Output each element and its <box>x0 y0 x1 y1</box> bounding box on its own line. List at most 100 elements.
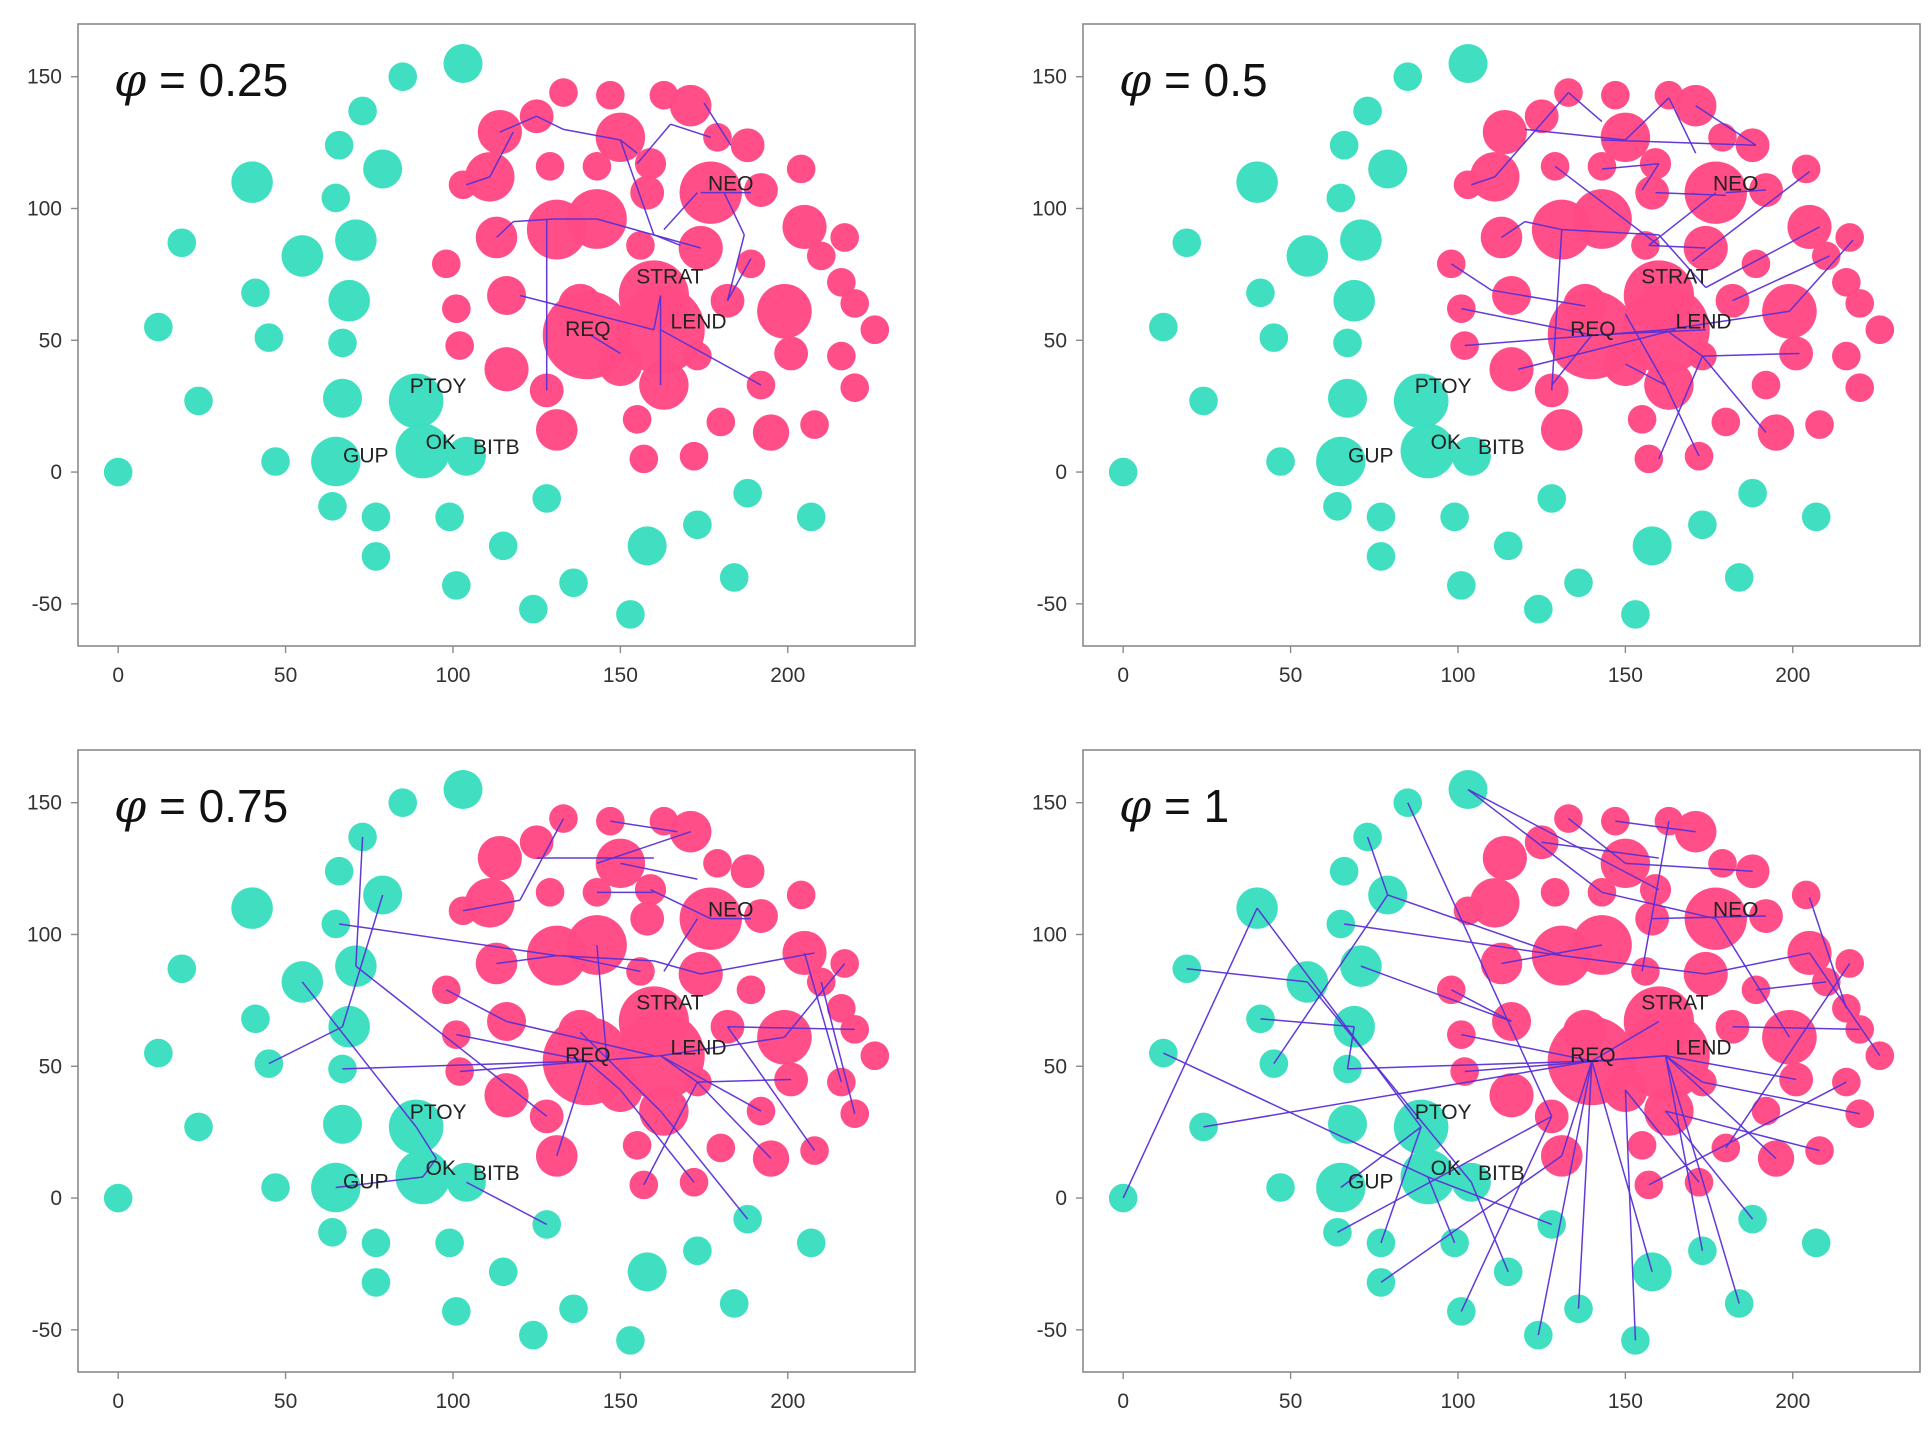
green-node <box>1327 1104 1367 1144</box>
x-tick-label: 0 <box>112 1390 124 1413</box>
x-tick-label: 100 <box>1440 664 1475 687</box>
green-node <box>241 1004 270 1034</box>
pink-node <box>860 315 890 345</box>
green-node <box>322 378 362 418</box>
x-tick-label: 0 <box>112 664 124 687</box>
edge <box>1344 923 1562 957</box>
x-tick-label: 50 <box>1279 1390 1302 1413</box>
y-tick-label: 50 <box>39 1055 62 1078</box>
green-node <box>361 1228 391 1258</box>
edge <box>1407 802 1553 1117</box>
phi-symbol: φ <box>1119 53 1152 107</box>
pink-node <box>1805 410 1834 439</box>
edge <box>1567 817 1626 864</box>
edge <box>1340 1126 1422 1189</box>
edge <box>342 1060 587 1070</box>
green-node <box>144 312 173 342</box>
pink-node <box>1627 405 1657 434</box>
phi-value: = 1 <box>1151 780 1229 832</box>
green-node <box>361 1268 391 1297</box>
pink-node <box>1708 123 1737 152</box>
edge <box>1788 239 1854 312</box>
node-label-neo: NEO <box>1713 173 1759 196</box>
edge <box>1648 244 1706 249</box>
green-node <box>335 219 377 261</box>
edge <box>579 1031 662 1112</box>
pink-node <box>1480 942 1523 985</box>
edge <box>610 820 678 833</box>
green-node <box>627 526 667 566</box>
edge <box>556 954 654 962</box>
green-node <box>395 1149 451 1205</box>
y-tick-label: 100 <box>1032 197 1067 220</box>
edge <box>519 818 565 901</box>
edge <box>1641 821 1670 972</box>
green-node <box>348 822 377 852</box>
green-node <box>1316 436 1366 487</box>
edge <box>1691 170 1810 262</box>
panel-phi-0.5: 0 50 100 150 200 150 100 50 0 -50 PTOY GUP OK BITB NEO… <box>1005 0 1930 716</box>
edge <box>1624 1089 1637 1341</box>
edge <box>723 192 745 236</box>
edge <box>1664 1055 1704 1251</box>
green-node <box>1801 502 1831 532</box>
panel-label: φ = 1 <box>1119 779 1229 833</box>
pink-node <box>730 128 765 163</box>
edge <box>660 1055 698 1083</box>
green-node <box>348 96 377 126</box>
edge <box>619 139 655 236</box>
green-node <box>1724 1289 1754 1318</box>
green-node <box>1108 457 1138 487</box>
green-node <box>796 1228 826 1258</box>
edge <box>1725 963 1851 1149</box>
node-label-strat: STRAT <box>1641 265 1708 288</box>
node-label-ok: OK <box>426 1157 456 1180</box>
edge <box>415 1126 437 1159</box>
edge <box>1464 328 1666 347</box>
pink-node <box>840 289 870 318</box>
green-node <box>532 484 562 513</box>
green-node <box>321 909 351 939</box>
pink-node <box>519 825 554 860</box>
pink-node <box>1631 957 1660 986</box>
green-node <box>231 887 273 929</box>
green-node <box>1447 571 1476 600</box>
green-node <box>241 278 270 308</box>
node-label-req: REQ <box>1570 318 1616 341</box>
y-tick-label: -50 <box>1037 593 1067 616</box>
edges-group <box>466 102 762 391</box>
pink-node <box>639 1086 689 1136</box>
edge <box>820 981 856 1114</box>
green-node <box>1353 96 1382 126</box>
pink-node <box>1603 1067 1648 1113</box>
edge <box>1163 1052 1429 1178</box>
pink-node <box>1845 1099 1875 1129</box>
pink-node <box>860 1041 890 1071</box>
green-node <box>443 770 483 810</box>
pink-node <box>1540 878 1570 907</box>
pink-node <box>744 899 778 933</box>
green-node <box>519 1320 548 1350</box>
panel-label: φ = 0.25 <box>114 53 288 107</box>
pink-node <box>1482 109 1527 155</box>
y-tick-label: 50 <box>39 329 62 352</box>
edge <box>1624 313 1667 386</box>
edge <box>1641 163 1660 191</box>
green-node <box>1236 161 1278 203</box>
edge <box>726 1026 816 1152</box>
green-node <box>1329 130 1359 160</box>
edge <box>1668 97 1697 154</box>
pink-node <box>827 267 856 297</box>
edge <box>1615 820 1696 833</box>
x-tick-label: 150 <box>1608 664 1643 687</box>
pink-node <box>1674 810 1717 853</box>
edge <box>1625 862 1753 872</box>
edge <box>1808 952 1881 1057</box>
x-tick-label: 100 <box>435 664 470 687</box>
green-node <box>1447 1297 1476 1326</box>
edge <box>1524 128 1626 141</box>
green-node <box>281 235 324 277</box>
x-tick-label: 100 <box>1440 1390 1475 1413</box>
edge <box>1461 1033 1593 1062</box>
node-label-gup: GUP <box>1348 1171 1394 1194</box>
